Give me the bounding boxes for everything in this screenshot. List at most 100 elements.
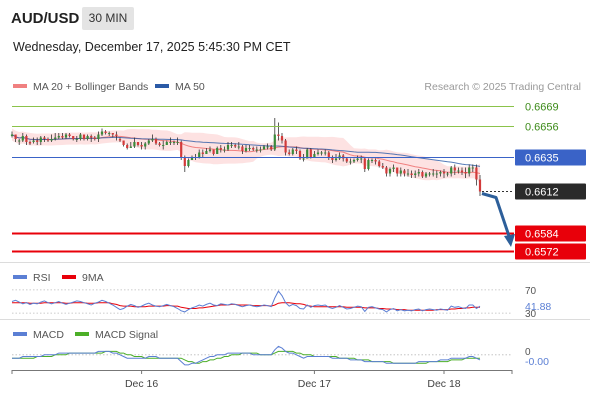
candle [363, 157, 366, 172]
candle [403, 169, 406, 177]
candle-body [104, 131, 107, 133]
candle [223, 146, 226, 153]
candle-body [201, 152, 204, 154]
candle [435, 170, 438, 178]
candle-body [129, 146, 132, 148]
candle [356, 155, 359, 162]
candle-body [435, 173, 438, 175]
candle-body [208, 149, 212, 151]
candle [180, 140, 183, 160]
candle-body [320, 152, 323, 154]
candle-body [198, 152, 201, 157]
rsi-legend: RSI 9MA [13, 272, 104, 284]
ninema-legend-label: 9MA [82, 272, 104, 284]
candle-body [90, 136, 93, 138]
candle-body [403, 170, 406, 174]
candle-body [324, 152, 327, 154]
candle [288, 149, 291, 156]
x-tick-label: Dec 16 [125, 378, 158, 390]
candle-body [306, 149, 309, 159]
candle-body [421, 172, 424, 177]
candle-body [478, 179, 482, 192]
candle-body [399, 170, 402, 174]
candle [122, 140, 125, 147]
candle-body [442, 172, 446, 174]
candle [208, 146, 212, 153]
candle-body [468, 167, 471, 174]
candle-body [136, 142, 140, 145]
candle [453, 164, 456, 175]
forecast-arrowhead [504, 234, 515, 247]
support-label-box [515, 243, 586, 260]
candle-body [118, 139, 122, 141]
candle [115, 131, 118, 141]
candle [327, 151, 330, 160]
candle [97, 131, 100, 142]
candle [237, 142, 240, 150]
candle-body [212, 149, 215, 154]
last-price-label: 0.6612 [525, 187, 559, 199]
candle-body [223, 149, 226, 151]
candle-body [43, 137, 46, 139]
research-credit: Research © 2025 Trading Central [424, 81, 581, 93]
chart-datetime: Wednesday, December 17, 2025 5:45:30 PM … [13, 40, 291, 54]
candle [478, 175, 482, 196]
candle [385, 166, 388, 177]
candle-body [183, 157, 186, 166]
candle [183, 155, 186, 172]
candle-body [72, 136, 75, 139]
last-price-box [515, 183, 586, 200]
candle [298, 149, 302, 160]
interval-badge[interactable]: 30 MIN [82, 7, 134, 30]
candle-body [126, 145, 129, 148]
candle-body [147, 140, 150, 144]
candle [176, 137, 179, 145]
candle-body [237, 146, 240, 148]
candle-body [316, 152, 320, 154]
pivot-label-box [515, 149, 586, 166]
candle [280, 133, 284, 144]
candle [388, 167, 392, 177]
candle [21, 133, 24, 142]
candle [165, 140, 168, 145]
candle [270, 145, 273, 151]
candle [72, 136, 75, 141]
candle-body [79, 134, 82, 139]
candle [32, 137, 35, 144]
candle-body [32, 140, 35, 142]
candle-body [298, 151, 302, 159]
candle [169, 137, 172, 145]
candle [82, 134, 86, 141]
candle-body [248, 148, 251, 149]
support-label: 0.6584 [525, 229, 559, 241]
candle-body [406, 173, 410, 175]
candle-body [165, 142, 168, 145]
candle [14, 134, 17, 142]
candle-body [288, 152, 291, 154]
candle [313, 151, 316, 157]
candle-body [50, 139, 53, 141]
candle-body [61, 136, 64, 138]
candle [25, 134, 28, 145]
candle [140, 142, 143, 150]
candle-body [345, 158, 348, 162]
candle [61, 133, 64, 139]
candle-body [349, 161, 352, 163]
candle-body [370, 160, 374, 161]
candle [118, 137, 122, 142]
candle [284, 139, 287, 156]
rsi-legend-label: RSI [33, 272, 51, 284]
candle [259, 146, 262, 153]
candle-body [68, 134, 71, 136]
candle-body [100, 131, 104, 135]
candle-body [216, 148, 219, 154]
candle-body [266, 146, 269, 148]
candle [378, 160, 381, 168]
candle [262, 145, 266, 150]
candle [226, 142, 230, 151]
candle-body [122, 140, 125, 145]
candle [475, 164, 478, 186]
rsi-last-value: 41.88 [525, 301, 551, 313]
candle [295, 146, 298, 154]
